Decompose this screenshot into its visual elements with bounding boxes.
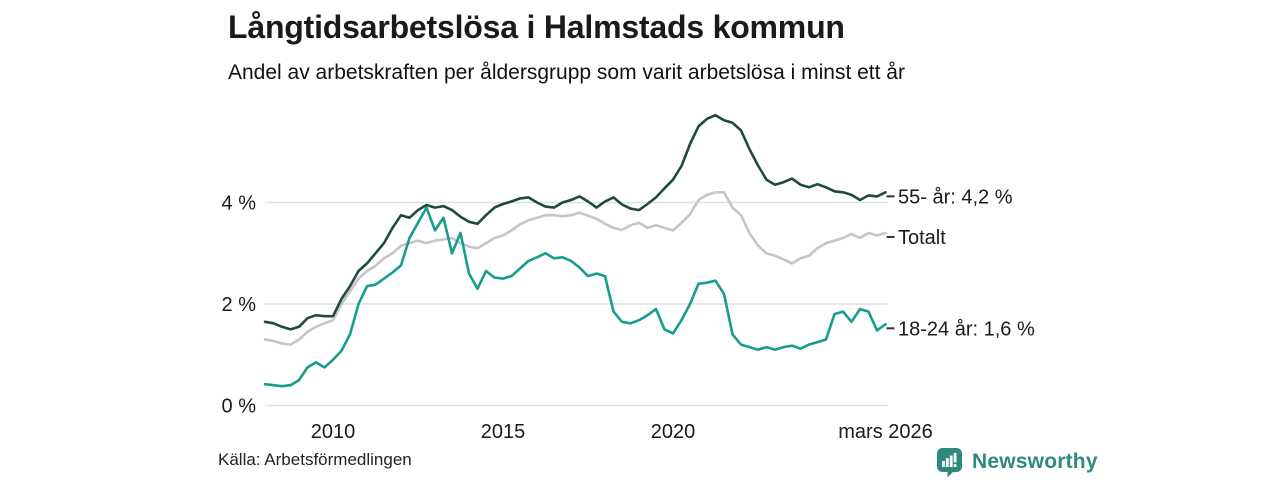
logo-bars [942,452,957,467]
y-tick-label: 4 % [222,193,257,215]
x-tick-label: 2010 [311,421,356,443]
chart-title: Långtidsarbetslösa i Halmstads kommun [228,9,845,45]
newsworthy-logo: Newsworthy [936,447,1098,477]
x-tick-label: 2020 [651,421,696,443]
brand-wordmark: Newsworthy [972,450,1098,473]
series-end-label-18-24-ar: 18-24 år: 1,6 % [898,318,1035,340]
series-line-totalt [263,191,887,346]
source-attribution: Källa: Arbetsförmedlingen [218,450,412,469]
y-tick-label: 2 % [222,294,257,316]
bar-chart-pin-icon [937,447,962,477]
y-tick-label: 0 % [222,396,257,418]
x-tick-label: 2015 [481,421,526,443]
chart-subtitle: Andel av arbetskraften per åldersgrupp s… [228,61,905,84]
series-line-18-24-ar [263,206,887,388]
x-tick-label: mars 2026 [838,421,933,443]
series-line-55-ar [263,113,887,331]
series-end-label-55-ar: 55- år: 4,2 % [898,186,1013,208]
series-end-label-totalt: Totalt [898,227,946,249]
